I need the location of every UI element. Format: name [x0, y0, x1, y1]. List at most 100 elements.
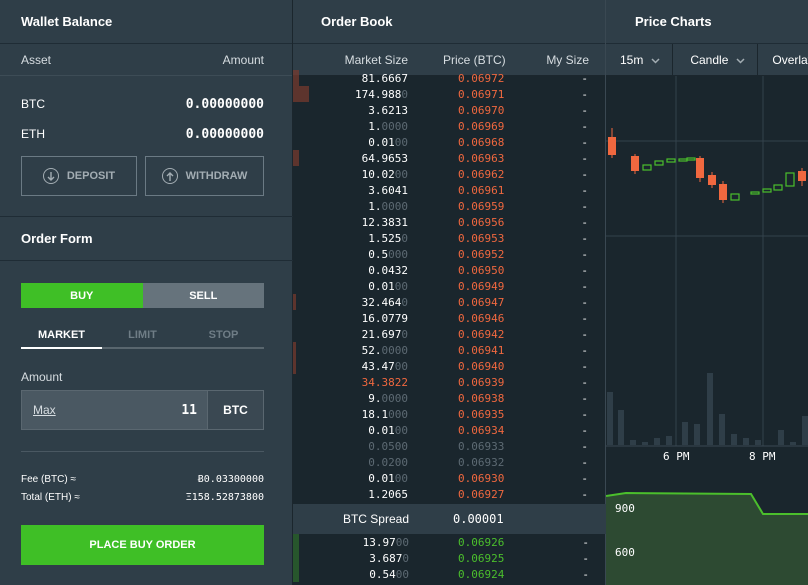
volume-bars: [607, 373, 808, 445]
ask-row[interactable]: 1.0000 0.06969 -: [293, 118, 605, 134]
price-cell: 0.06950: [458, 264, 504, 277]
ask-row[interactable]: 0.0432 0.06950 -: [293, 262, 605, 278]
size-value: 32.464: [361, 295, 402, 309]
volume-bar: [719, 414, 725, 445]
price-value: 0.06952: [458, 247, 505, 261]
my-size-cell: -: [581, 279, 588, 293]
ask-row[interactable]: 52.0000 0.06941 -: [293, 342, 605, 358]
wallet-balance-title: Wallet Balance: [0, 0, 292, 44]
price-cell: 0.06934: [458, 424, 504, 437]
ask-row[interactable]: 1.5250 0.06953 -: [293, 230, 605, 246]
arrow-down-circle-icon: [42, 168, 59, 184]
amount-unit: BTC: [207, 391, 263, 429]
ask-row[interactable]: 43.4700 0.06940 -: [293, 358, 605, 374]
ask-row[interactable]: 9.0000 0.06938 -: [293, 390, 605, 406]
market-size-header[interactable]: Market Size: [344, 52, 408, 67]
market-size-cell: 1.5250: [368, 232, 408, 245]
ask-row[interactable]: 3.6041 0.06961 -: [293, 182, 605, 198]
my-size-cell: -: [581, 375, 588, 389]
price-header[interactable]: Price (BTC): [443, 52, 506, 67]
candle: [719, 184, 727, 200]
candle: [608, 137, 616, 155]
price-value: 0.06935: [458, 407, 505, 421]
time-label: 6 PM: [663, 450, 690, 463]
price-chart[interactable]: 6 PM 8 PM 900 600: [606, 76, 808, 585]
withdraw-button[interactable]: WITHDRAW: [145, 156, 264, 196]
ask-row[interactable]: 10.0200 0.06962 -: [293, 166, 605, 182]
place-buy-order-button[interactable]: PLACE BUY ORDER: [21, 525, 264, 565]
ask-row[interactable]: 32.4640 0.06947 -: [293, 294, 605, 310]
tab-market[interactable]: MARKET: [21, 322, 102, 349]
size-padding: 0: [401, 327, 408, 341]
my-size-header[interactable]: My Size: [546, 52, 589, 67]
ask-row[interactable]: 0.0100 0.06930 -: [293, 470, 605, 486]
price-value: 0.06942: [458, 327, 505, 341]
my-size-cell: -: [582, 567, 589, 581]
max-link[interactable]: Max: [33, 403, 56, 417]
candle: [730, 193, 740, 201]
depth-bar: [293, 342, 297, 358]
ask-row[interactable]: 12.3831 0.06956 -: [293, 214, 605, 230]
market-size-cell: 34.3822: [362, 376, 408, 389]
ask-row[interactable]: 81.6667 0.06972 -: [293, 70, 605, 86]
ask-row[interactable]: 0.0100 0.06968 -: [293, 134, 605, 150]
ask-row[interactable]: 0.0100 0.06934 -: [293, 422, 605, 438]
price-cell: 0.06963: [458, 152, 504, 165]
ask-row[interactable]: 0.0100 0.06949 -: [293, 278, 605, 294]
price-cell: 0.06941: [458, 344, 504, 357]
market-size-cell: 3.6041: [368, 184, 408, 197]
buy-toggle[interactable]: BUY: [21, 283, 143, 308]
ask-row[interactable]: 16.0779 0.06946 -: [293, 310, 605, 326]
size-value: 3.6213: [368, 103, 408, 117]
market-size-cell: 0.0100: [368, 280, 408, 293]
withdraw-label: WITHDRAW: [185, 170, 248, 182]
price-cell: 0.06968: [458, 136, 504, 149]
ask-row[interactable]: 1.0000 0.06959 -: [293, 198, 605, 214]
sell-toggle[interactable]: SELL: [142, 283, 264, 308]
my-size-cell: -: [581, 135, 588, 149]
bids-list: 13.9700 0.06926-3.6870 0.06925-0.5400 0.069…: [293, 534, 606, 582]
depth-line: [606, 491, 808, 515]
candle: [708, 175, 716, 185]
tab-limit[interactable]: LIMIT: [128, 328, 157, 341]
amount-input[interactable]: Max 11: [22, 391, 207, 429]
price-cell: 0.06925: [458, 552, 504, 565]
ask-row[interactable]: 18.1000 0.06935 -: [293, 406, 605, 422]
ask-row[interactable]: 1.2065 0.06927 -: [293, 486, 605, 502]
size-value: 13.97: [362, 535, 396, 549]
price-cell: 0.06927: [458, 488, 504, 501]
deposit-button[interactable]: DEPOSIT: [21, 156, 137, 196]
bid-row[interactable]: 0.5400 0.06924 -: [293, 566, 606, 582]
ask-row[interactable]: 64.9653 0.06963 -: [293, 150, 605, 166]
volume-bar: [607, 392, 613, 445]
ask-row[interactable]: 0.0200 0.06932 -: [293, 454, 605, 470]
tab-stop[interactable]: STOP: [208, 328, 239, 341]
ask-row[interactable]: 21.6970 0.06942 -: [293, 326, 605, 342]
size-value: 34.3822: [361, 375, 408, 389]
interval-select[interactable]: 15m: [606, 43, 674, 76]
depth-bar: [293, 294, 297, 310]
market-size-cell: 12.3831: [362, 216, 408, 229]
price-cell: 0.06946: [458, 312, 504, 325]
price-value: 0.06925: [458, 551, 505, 565]
price-value: 0.06962: [458, 167, 505, 181]
chevron-down-icon: [736, 53, 745, 67]
ask-row[interactable]: 34.3822 0.06939 -: [293, 374, 605, 390]
volume-bar: [802, 416, 808, 445]
chart-type-select[interactable]: Candle: [673, 43, 759, 76]
market-size-cell: 81.6667: [362, 72, 408, 85]
price-value: 0.06934: [458, 423, 505, 437]
price-value: 0.06946: [458, 311, 505, 325]
ask-row[interactable]: 174.9880 0.06971 -: [293, 86, 605, 102]
my-size-cell: -: [581, 423, 588, 437]
price-value: 0.06956: [458, 215, 505, 229]
size-value: 1.525: [368, 231, 402, 245]
ask-row[interactable]: 3.6213 0.06970 -: [293, 102, 605, 118]
total-value: Ξ158.52873800: [185, 492, 264, 503]
bid-row[interactable]: 3.6870 0.06925 -: [293, 550, 606, 566]
bid-row[interactable]: 13.9700 0.06926 -: [293, 534, 606, 550]
ask-row[interactable]: 0.0500 0.06933 -: [293, 438, 605, 454]
ask-row[interactable]: 0.5000 0.06952 -: [293, 246, 605, 262]
overlay-select[interactable]: Overlay: [772, 52, 808, 67]
my-size-cell: -: [581, 167, 588, 181]
